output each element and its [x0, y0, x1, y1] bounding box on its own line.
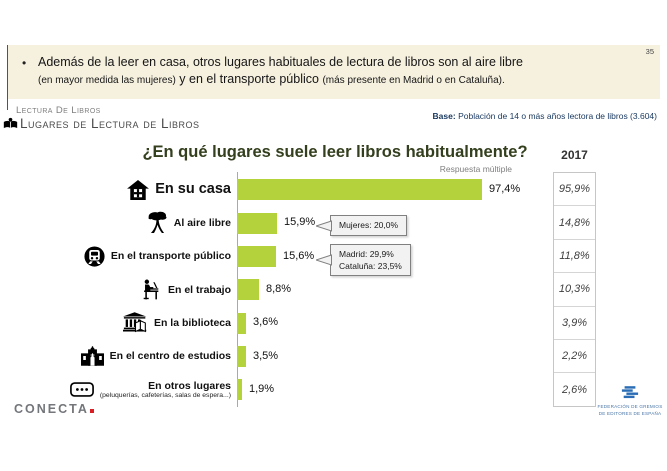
- bar: [237, 345, 246, 367]
- intro-box: • Además de la leer en casa, otros lugar…: [7, 45, 660, 99]
- intro-segment: (en mayor medida las mujeres): [38, 74, 176, 86]
- fgee-icon: [621, 386, 639, 399]
- callout-pointer-icon: [316, 254, 332, 266]
- tree-icon: [147, 211, 168, 234]
- comparison-cell: 2,2%: [554, 340, 595, 374]
- bar: [237, 212, 277, 234]
- category-label: En su casa: [155, 181, 231, 198]
- callout-pointer-icon: [316, 219, 332, 232]
- comparison-cell: 95,9%: [554, 173, 595, 207]
- house-icon: [127, 179, 150, 200]
- fgee-logo: FEDERACIÓN DE GREMIOS DE EDITORES DE ESP…: [594, 386, 666, 418]
- category-label-row: En el trabajo: [0, 273, 231, 306]
- chart-title: ¿En qué lugares suele leer libros habitu…: [142, 143, 528, 161]
- bar: [237, 312, 246, 334]
- value-label: 3,6%: [253, 316, 279, 329]
- callout-box: Madrid: 29,9% Cataluña: 23,5%: [316, 243, 411, 277]
- fgee-text-line1: FEDERACIÓN DE GREMIOS: [597, 404, 663, 409]
- category-label-row: En el transporte público: [0, 240, 231, 273]
- category-label: En otros lugares (peluquerías, cafeterías…: [99, 379, 231, 399]
- callout-line: Mujeres: 20,0%: [339, 220, 399, 231]
- bullet-marker: •: [22, 56, 27, 70]
- category-label: En el trabajo: [167, 283, 231, 296]
- base-note: Base: Población de 14 o más años lectora…: [433, 111, 657, 121]
- conecta-text: CONECTA: [14, 402, 89, 416]
- intro-segment: y en el transporte público: [175, 71, 323, 86]
- category-label-row: En el centro de estudios: [0, 340, 231, 373]
- bar: [237, 379, 242, 401]
- bar: [237, 279, 259, 301]
- page-header: Lugares de Lectura de Libros: [3, 116, 200, 131]
- page-number: 35: [645, 47, 654, 56]
- base-text: Población de 14 o más años lectora de li…: [455, 111, 657, 121]
- page-title: Lugares de Lectura de Libros: [20, 116, 200, 131]
- callout-box: Mujeres: 20,0%: [316, 215, 408, 236]
- category-label-row: Al aire libre: [0, 206, 231, 239]
- fgee-text-line2: DE EDITORES DE ESPAÑA: [598, 410, 662, 416]
- school-icon: [80, 346, 104, 366]
- desk-worker-icon: [140, 279, 162, 301]
- library-icon: [122, 312, 148, 333]
- left-accent-line: [7, 45, 8, 110]
- value-label: 15,9%: [284, 216, 316, 229]
- category-sublabel: (peluquerías, cafeterías, salas de esper…: [99, 391, 231, 399]
- comparison-column: 95,9% 14,8% 11,8% 10,3% 3,9% 2,2% 2,6%: [553, 172, 596, 407]
- base-label: Base:: [432, 111, 456, 121]
- intro-segment: (más presente en Madrid o en Cataluña).: [322, 74, 505, 86]
- category-label-row: En su casa: [0, 173, 231, 206]
- category-label: En el centro de estudios: [109, 350, 231, 363]
- comparison-cell: 3,9%: [554, 307, 595, 340]
- comparison-year-header: 2017: [561, 148, 588, 162]
- conecta-logo: CONECTA: [14, 402, 94, 416]
- category-label: En el transporte público: [110, 250, 231, 263]
- value-label: 8,8%: [266, 283, 292, 296]
- category-label-row: En la biblioteca: [0, 306, 231, 339]
- train-icon: [84, 246, 105, 267]
- bar: [237, 179, 482, 201]
- ellipsis-icon: [69, 382, 94, 397]
- conecta-dot-icon: [89, 409, 94, 413]
- reader-icon: [3, 117, 18, 130]
- value-label: 1,9%: [249, 383, 275, 396]
- value-label: 15,6%: [283, 249, 315, 262]
- comparison-cell: 10,3%: [554, 273, 595, 307]
- intro-text: Además de la leer en casa, otros lugares…: [38, 54, 638, 89]
- comparison-cell: 2,6%: [561, 383, 588, 396]
- category-label: Al aire libre: [173, 216, 231, 229]
- chart-note: Respuesta múltiple: [439, 164, 512, 174]
- category-label: En la biblioteca: [153, 316, 231, 329]
- section-kicker: Lectura De Libros: [16, 105, 101, 116]
- bar: [237, 245, 276, 267]
- category-label-row: En otros lugares (peluquerías, cafeterías…: [0, 373, 231, 406]
- value-label: 97,4%: [489, 183, 521, 195]
- comparison-cell: 14,8%: [554, 206, 595, 240]
- intro-segment: Además de la leer en casa, otros lugares…: [38, 55, 523, 69]
- callout-line: Cataluña: 23,5%: [339, 261, 402, 271]
- comparison-cell: 11,8%: [554, 240, 595, 274]
- value-label: 3,5%: [253, 349, 279, 362]
- callout-line: Madrid: 29,9%: [339, 248, 394, 259]
